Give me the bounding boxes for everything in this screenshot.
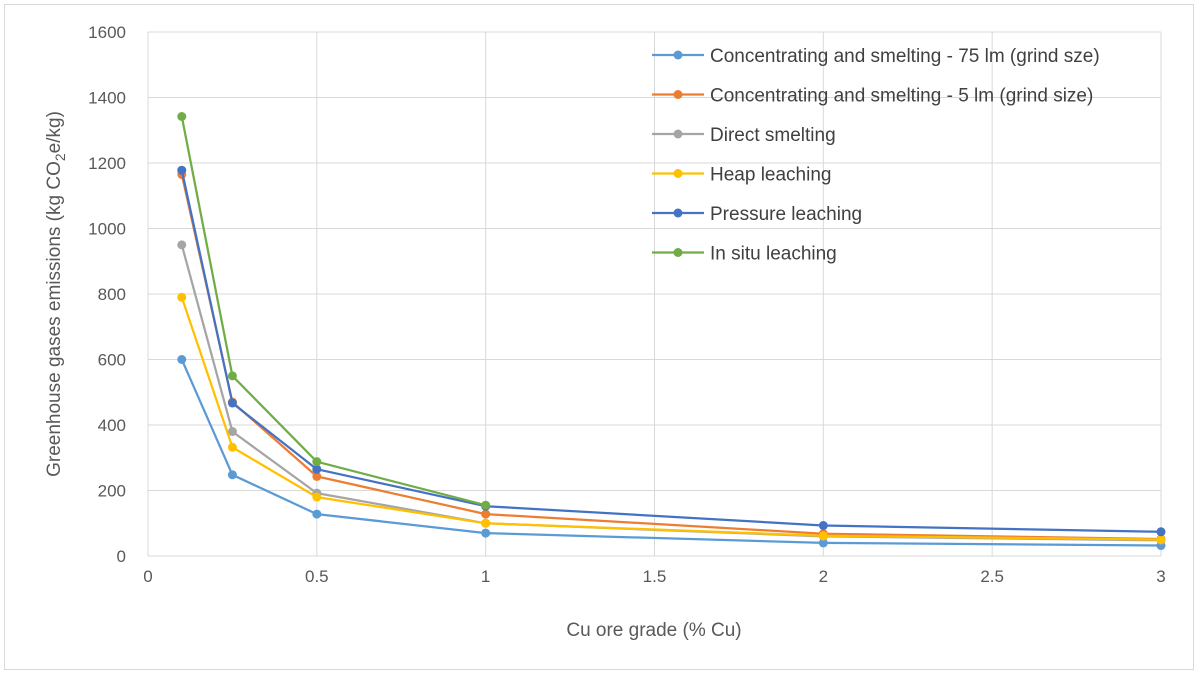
legend-entry: Direct smelting (652, 125, 836, 146)
data-point (481, 500, 491, 510)
y-tick-label: 1200 (88, 154, 126, 173)
x-axis-title: Cu ore grade (% Cu) (566, 620, 741, 641)
series-line (180, 244, 1162, 542)
legend-label: Direct smelting (710, 125, 836, 146)
data-point (312, 471, 322, 481)
legend-marker (673, 90, 683, 99)
y-axis-title-subscript: 2 (52, 153, 68, 161)
data-point (818, 531, 828, 541)
series-2 (177, 169, 1166, 544)
legend-label: Pressure leaching (710, 204, 862, 225)
series-line (180, 169, 1162, 533)
y-axis-title-prefix: Greenhouse gases emissions (kg CO (44, 161, 65, 477)
x-tick-label: 1.5 (643, 567, 667, 586)
series-line (180, 359, 1162, 547)
data-point (177, 165, 187, 175)
chart-frame (4, 4, 1194, 670)
legend-label: Concentrating and smelting - 75 lm (grin… (710, 46, 1100, 67)
y-tick-label: 1000 (88, 220, 126, 239)
data-point (177, 240, 187, 250)
data-point (818, 538, 828, 548)
legend: Concentrating and smelting - 75 lm (grin… (652, 46, 1100, 265)
series-line (180, 116, 486, 507)
data-point (481, 528, 491, 538)
legend-marker (673, 50, 683, 60)
legend-entry: In situ leaching (652, 244, 837, 265)
y-tick-label: 0 (117, 547, 126, 566)
data-point (481, 518, 491, 528)
y-tick-label: 1600 (88, 23, 126, 42)
x-tick-label: 2.5 (980, 567, 1004, 586)
series-6 (177, 111, 491, 510)
data-point (177, 292, 187, 302)
series-1 (177, 355, 1166, 551)
legend-label: Concentrating and smelting - 5 lm (grind… (710, 86, 1093, 107)
y-tick-label: 800 (98, 285, 126, 304)
x-tick-label: 0 (143, 567, 152, 586)
y-tick-label: 1400 (88, 89, 126, 108)
data-point (1156, 535, 1166, 545)
legend-marker (673, 208, 683, 218)
data-point (227, 442, 237, 452)
data-point (177, 355, 187, 364)
legend-label: Heap leaching (710, 165, 831, 186)
data-point (227, 427, 237, 437)
legend-marker (673, 129, 683, 139)
series-5 (177, 165, 1166, 537)
y-tick-label: 600 (98, 351, 126, 370)
data-point (312, 464, 322, 474)
data-point (227, 398, 237, 408)
data-point (227, 470, 237, 480)
y-axis-title: Greenhouse gases emissions (kg CO2e/kg) (44, 111, 68, 477)
data-point (177, 111, 187, 121)
data-point (481, 509, 491, 519)
axes: 0 200 400 600 800 1000 1200 1400 1600 0 0.5 1 1.5 2 2.… (88, 23, 1166, 586)
legend-marker (673, 169, 683, 178)
gridlines (148, 31, 1162, 556)
y-axis-title-suffix: e/kg) (44, 111, 65, 153)
legend-marker (673, 248, 683, 257)
x-tick-label: 3 (1156, 567, 1165, 586)
data-point (312, 492, 322, 502)
legend-entry: Concentrating and smelting - 75 lm (grin… (652, 46, 1100, 67)
data-point (312, 509, 322, 519)
y-tick-label: 200 (98, 482, 126, 501)
series-line (180, 296, 1162, 541)
x-tick-label: 1 (481, 567, 490, 586)
y-tick-label: 400 (98, 416, 126, 435)
data-point (818, 521, 828, 531)
x-tick-label: 0.5 (305, 567, 329, 586)
data-point (1156, 527, 1166, 537)
legend-label: In situ leaching (710, 244, 837, 265)
x-tick-label: 2 (819, 567, 828, 586)
legend-entry: Concentrating and smelting - 5 lm (grind… (652, 86, 1093, 107)
series-4 (177, 292, 1166, 545)
data-point (312, 457, 322, 467)
legend-entry: Heap leaching (652, 165, 831, 186)
legend-entry: Pressure leaching (652, 204, 862, 225)
data-point (227, 371, 237, 381)
series-line (180, 174, 1162, 541)
series-group (177, 111, 1166, 551)
